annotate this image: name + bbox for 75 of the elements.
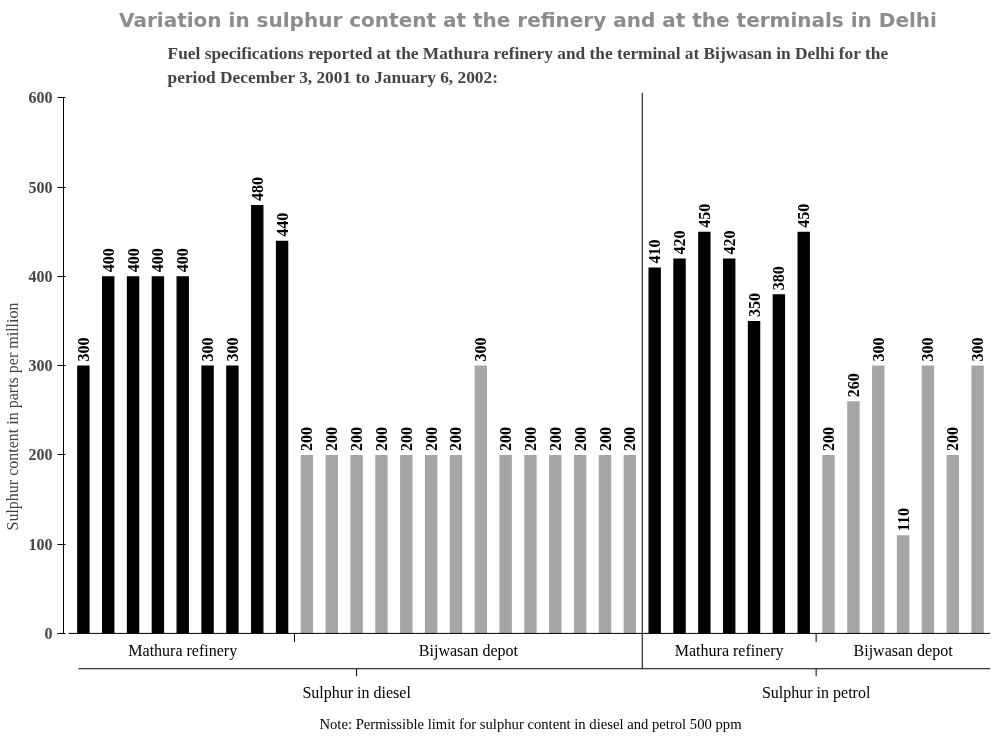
y-tick-label: 100 xyxy=(28,535,53,553)
y-tick-label: 600 xyxy=(28,89,53,107)
data-label: 300 xyxy=(199,337,217,362)
chart-subtitle: Fuel specifications reported at the Mathura refinery and the terminal at Bijwasan in Delhi for the period December 3, 2001 to January 6, 2002: xyxy=(167,43,889,88)
bar xyxy=(350,454,363,634)
data-label: 300 xyxy=(74,337,92,362)
data-label: 200 xyxy=(546,426,564,451)
bar xyxy=(375,454,388,634)
data-label: 260 xyxy=(844,373,862,398)
bar xyxy=(524,454,537,634)
data-label: 380 xyxy=(770,266,788,291)
data-label: 200 xyxy=(447,426,465,451)
bar xyxy=(822,454,835,634)
y-tick-label: 0 xyxy=(44,624,53,642)
data-label: 200 xyxy=(621,426,639,451)
bar xyxy=(549,454,562,634)
y-tick-label: 400 xyxy=(28,267,53,285)
bar xyxy=(325,454,338,634)
bar xyxy=(896,535,910,634)
bar xyxy=(598,454,612,634)
data-label: 420 xyxy=(720,230,738,255)
data-label: 110 xyxy=(894,508,912,532)
y-axis-title: Sulphur content in parts per million xyxy=(3,302,22,531)
data-label: 300 xyxy=(472,337,490,362)
data-label: 200 xyxy=(372,426,390,451)
data-label: 450 xyxy=(695,203,713,228)
text: Note: Permissible limit for sulphur content in diesel and petrol 500 ppm xyxy=(319,716,743,733)
data-label: 200 xyxy=(348,426,366,451)
data-label: 200 xyxy=(397,426,415,451)
data-label: 200 xyxy=(596,426,614,451)
data-label: 300 xyxy=(919,337,937,362)
data-label: 200 xyxy=(497,426,515,451)
series-label: Bijwasan depot xyxy=(853,642,954,661)
bar xyxy=(847,401,860,634)
bar xyxy=(449,454,463,634)
data-label: 400 xyxy=(124,248,142,273)
data-label: 300 xyxy=(223,337,241,362)
bar xyxy=(872,365,885,634)
bar xyxy=(623,454,637,634)
bar xyxy=(499,454,512,634)
data-label: 200 xyxy=(571,426,589,451)
data-label: 300 xyxy=(869,337,887,362)
bar xyxy=(946,454,959,634)
y-tick-label: 200 xyxy=(28,446,53,464)
y-tick-label: 500 xyxy=(28,178,53,196)
bar xyxy=(400,454,413,634)
series-label: Mathura refinery xyxy=(128,642,238,661)
text: Sulphur in petrol xyxy=(761,683,871,702)
data-label: 200 xyxy=(944,426,962,451)
bar xyxy=(424,454,438,634)
bar xyxy=(474,365,488,634)
data-label: 410 xyxy=(646,239,664,264)
bar xyxy=(921,365,935,634)
text: Mathura refinery xyxy=(674,642,784,660)
text: Bijwasan depot xyxy=(418,642,518,660)
data-label: 480 xyxy=(248,176,266,201)
bar xyxy=(300,454,314,634)
data-label: 450 xyxy=(795,203,813,228)
data-label: 200 xyxy=(820,426,838,451)
data-label: 440 xyxy=(273,212,291,237)
data-label: 400 xyxy=(99,248,117,273)
data-label: 200 xyxy=(323,426,341,451)
data-label: 400 xyxy=(174,248,192,273)
bar xyxy=(573,454,587,634)
data-label: 400 xyxy=(149,248,167,273)
data-label: 350 xyxy=(745,293,763,317)
data-label: 200 xyxy=(298,426,316,451)
y-tick-label: 300 xyxy=(28,357,53,375)
chart-title: Variation in sulphur content at the refinery and at the terminals in Delhi xyxy=(119,7,937,32)
data-label: 200 xyxy=(521,426,539,451)
data-label: 300 xyxy=(969,337,987,362)
text: Sulphur in diesel xyxy=(302,683,412,702)
bar xyxy=(971,365,984,634)
data-label: 200 xyxy=(422,426,440,451)
data-label: 420 xyxy=(671,230,689,255)
